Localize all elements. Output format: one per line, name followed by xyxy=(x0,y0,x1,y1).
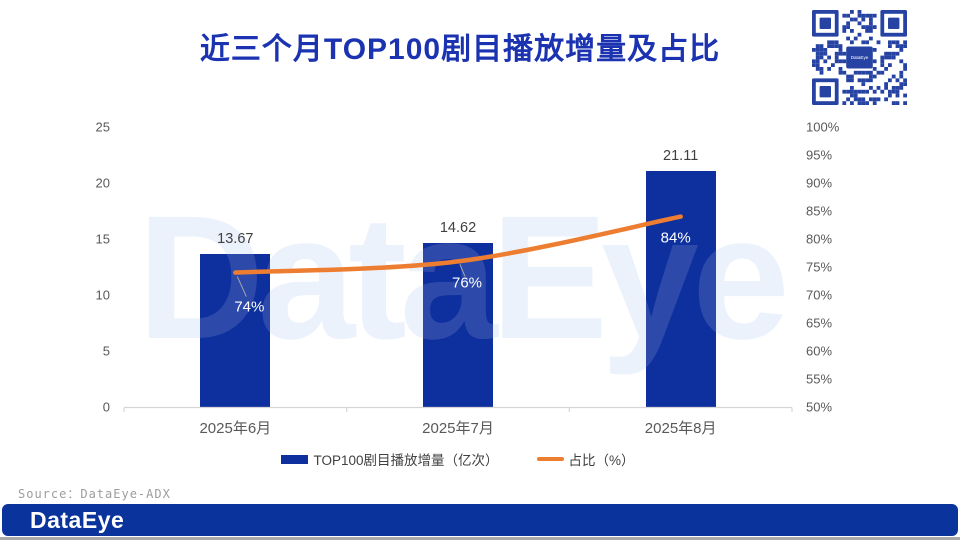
bar-2025年7月 xyxy=(423,243,493,407)
right-axis-tick-label: 60% xyxy=(806,343,833,359)
category-label: 2025年8月 xyxy=(644,420,717,437)
right-axis-tick-label: 50% xyxy=(806,399,833,415)
page-title: 近三个月TOP100剧目播放增量及占比 xyxy=(199,33,721,66)
source-text: Source：DataEye-ADX xyxy=(18,487,171,501)
dataeye-logo: DataEye xyxy=(30,506,125,533)
right-axis-tick-label: 95% xyxy=(806,147,833,163)
label-leader-line xyxy=(236,276,247,297)
left-axis-tick-label: 5 xyxy=(102,343,110,359)
right-axis-tick-label: 70% xyxy=(806,287,833,303)
left-axis-tick-label: 10 xyxy=(95,287,110,303)
line-series-swatch xyxy=(536,457,564,461)
bottom-edge-strip xyxy=(0,537,960,540)
right-axis-tick-label: 75% xyxy=(806,259,833,275)
bar-2025年6月 xyxy=(200,253,271,407)
line-point-label: 84% xyxy=(660,229,691,247)
right-axis-tick-label: 80% xyxy=(806,231,833,247)
legend-item-line-series: 占比（%） xyxy=(536,449,635,469)
line-point-label: 76% xyxy=(451,274,483,292)
percent-line-series xyxy=(233,214,683,275)
qr-code-image: DataEye xyxy=(812,10,907,105)
right-axis-tick-label: 90% xyxy=(806,175,833,191)
bar-value-label: 13.67 xyxy=(217,230,254,247)
left-axis-tick-label: 25 xyxy=(95,119,110,135)
chart-legend: TOP100剧目播放增量（亿次） 占比（%） xyxy=(0,449,916,469)
bar-2025年8月 xyxy=(645,170,716,407)
category-label: 2025年7月 xyxy=(422,420,494,437)
right-axis-tick-label: 100% xyxy=(806,119,840,135)
left-axis-tick-label: 20 xyxy=(95,175,110,191)
bar-value-label: 21.11 xyxy=(663,147,699,164)
line-point-label: 74% xyxy=(234,298,265,316)
right-axis-tick-label: 85% xyxy=(806,203,833,219)
footer-bar: DataEye xyxy=(2,504,958,536)
right-axis-tick-label: 55% xyxy=(806,371,833,387)
qr-center-label: DataEye xyxy=(851,55,869,60)
bar-value-label: 14.62 xyxy=(439,220,477,237)
label-leader-line xyxy=(459,264,466,277)
qr-code: DataEye xyxy=(812,10,907,105)
legend-label-line-series: 占比（%） xyxy=(568,453,635,468)
right-axis-tick-label: 65% xyxy=(806,315,833,331)
left-axis-tick-label: 0 xyxy=(102,399,110,415)
legend-label-bar-series: TOP100剧目播放增量（亿次） xyxy=(313,453,499,468)
legend-item-bar-series: TOP100剧目播放增量（亿次） xyxy=(281,449,499,469)
left-axis-tick-label: 15 xyxy=(95,231,110,247)
category-label: 2025年6月 xyxy=(199,420,272,437)
bar-series-swatch xyxy=(281,454,309,464)
